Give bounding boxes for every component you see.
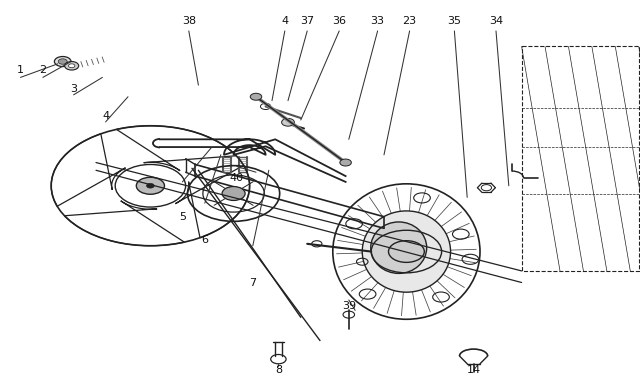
Circle shape [68, 64, 75, 68]
Ellipse shape [371, 222, 427, 273]
Text: 36: 36 [332, 16, 346, 26]
Circle shape [282, 118, 294, 126]
Circle shape [340, 159, 351, 166]
Circle shape [250, 93, 262, 100]
Circle shape [222, 187, 245, 200]
Text: 5: 5 [179, 212, 186, 222]
Ellipse shape [362, 211, 451, 292]
Text: 7: 7 [249, 277, 257, 288]
Text: 34: 34 [489, 16, 503, 26]
Text: 35: 35 [447, 16, 461, 26]
Text: 2: 2 [39, 65, 47, 75]
Text: 39: 39 [342, 301, 356, 311]
Text: 33: 33 [371, 16, 385, 26]
Text: 3: 3 [70, 84, 77, 94]
Circle shape [388, 241, 424, 262]
Text: 8: 8 [275, 365, 282, 375]
Circle shape [58, 59, 67, 64]
Circle shape [54, 57, 71, 67]
Text: 4: 4 [281, 16, 289, 26]
Text: 38: 38 [182, 16, 196, 26]
Text: 1: 1 [17, 65, 24, 75]
Text: 14: 14 [467, 365, 481, 375]
Text: 4: 4 [102, 111, 109, 121]
Circle shape [136, 177, 164, 194]
Text: 23: 23 [403, 16, 417, 26]
Text: 40: 40 [230, 173, 244, 183]
Circle shape [147, 183, 154, 188]
Text: 6: 6 [202, 235, 208, 245]
Text: 37: 37 [300, 16, 314, 26]
Circle shape [65, 62, 79, 70]
